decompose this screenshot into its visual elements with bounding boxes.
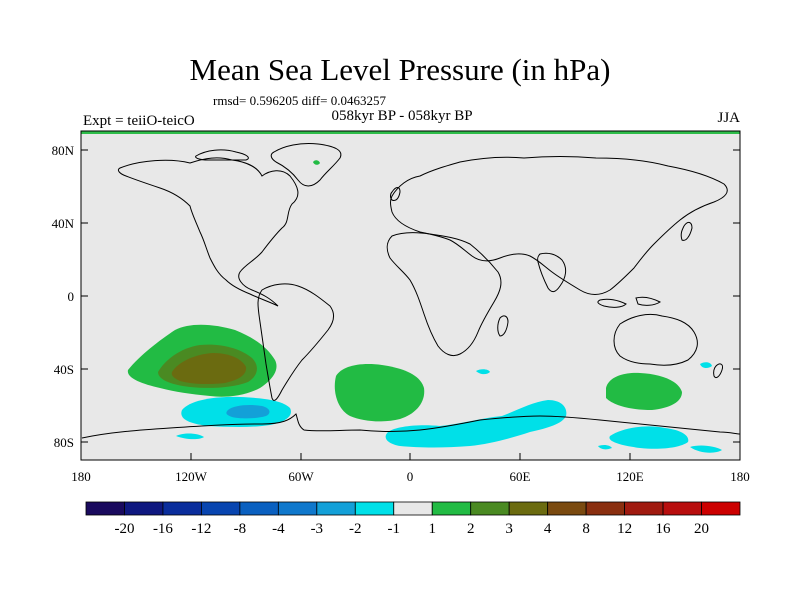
colorbar-box bbox=[431, 501, 472, 516]
anomaly-south-indian-level2 bbox=[606, 372, 682, 410]
colorbar-box bbox=[508, 501, 549, 516]
anomaly-south-atlantic-level2 bbox=[334, 364, 425, 422]
coast-india bbox=[537, 252, 567, 293]
colorbar-box bbox=[316, 501, 356, 516]
colorbar-label: -16 bbox=[153, 521, 173, 537]
colorbar-boxes bbox=[85, 501, 741, 516]
colorbar-box bbox=[354, 501, 395, 516]
coast-indonesia bbox=[597, 296, 661, 308]
colorbar-box bbox=[585, 501, 625, 516]
coast-arctic-islands bbox=[195, 149, 249, 161]
lat-label-80n: 80N bbox=[52, 143, 75, 158]
colorbar-box bbox=[662, 501, 702, 516]
coast-japan bbox=[680, 221, 693, 241]
colorbar-label: 16 bbox=[656, 521, 672, 537]
lat-label-80s: 80S bbox=[54, 435, 74, 450]
lon-label-0: 0 bbox=[407, 469, 414, 484]
coast-south-america bbox=[257, 283, 335, 401]
coast-eurasia bbox=[390, 156, 728, 295]
lon-label-120e: 120E bbox=[616, 469, 644, 484]
colorbar-label: -8 bbox=[234, 521, 247, 537]
chart-title: Mean Sea Level Pressure (in hPa) bbox=[189, 52, 611, 87]
colorbar-box bbox=[162, 501, 202, 516]
anomaly-australian-patch-3 bbox=[598, 444, 612, 450]
colorbar-label: 3 bbox=[505, 521, 513, 537]
colorbar-label: -12 bbox=[191, 521, 211, 537]
colorbar-label: 2 bbox=[467, 521, 475, 537]
colorbar-box bbox=[624, 501, 664, 516]
lon-label-180w: 180 bbox=[71, 469, 91, 484]
colorbar-box bbox=[547, 501, 587, 516]
anomaly-australian-southern-ocean-level-1 bbox=[609, 426, 689, 449]
colorbar-box bbox=[393, 501, 433, 516]
lat-label-0: 0 bbox=[68, 289, 75, 304]
colorbar-label: -1 bbox=[388, 521, 401, 537]
anomaly-australian-patch-1 bbox=[700, 362, 712, 369]
colorbar-label: 12 bbox=[617, 521, 632, 537]
anomaly-south-pacific-edge bbox=[176, 433, 204, 440]
anomaly-australian-patch-2 bbox=[690, 445, 722, 453]
colorbar-labels: -20 -16 -12 -8 -4 -3 -2 -1 1 2 3 4 8 12 16 20 bbox=[114, 521, 709, 537]
lat-label-40s: 40S bbox=[54, 362, 74, 377]
anomaly-indian-southern-ocean-patch bbox=[476, 369, 490, 375]
period-label: 058kyr BP - 058kyr BP bbox=[331, 108, 473, 124]
colorbar-label: -4 bbox=[272, 521, 285, 537]
anomaly-south-pacific-level4 bbox=[171, 353, 247, 385]
anomaly-fields bbox=[127, 160, 722, 453]
colorbar-box bbox=[239, 501, 279, 516]
colorbar-label: -3 bbox=[311, 521, 324, 537]
colorbar-box bbox=[85, 501, 125, 516]
coast-australia bbox=[613, 313, 698, 366]
frame-top-band bbox=[81, 131, 740, 134]
anomaly-greenland-patch bbox=[313, 160, 320, 165]
experiment-label: Expt = teiiO-teicO bbox=[83, 113, 195, 129]
lon-ticks bbox=[80, 453, 741, 460]
colorbar-label: 8 bbox=[582, 521, 590, 537]
coast-greenland bbox=[270, 143, 342, 187]
lon-label-120w: 120W bbox=[175, 469, 208, 484]
coast-antarctica bbox=[81, 413, 740, 439]
coastlines bbox=[81, 143, 740, 439]
anomaly-indian-southern-ocean-level-1 bbox=[385, 400, 567, 448]
lon-label-60e: 60E bbox=[510, 469, 531, 484]
colorbar-box bbox=[277, 501, 318, 516]
coast-new-zealand bbox=[713, 363, 723, 379]
season-label: JJA bbox=[717, 110, 740, 126]
colorbar-label: 4 bbox=[544, 521, 552, 537]
lat-label-40n: 40N bbox=[52, 216, 75, 231]
colorbar-box bbox=[701, 501, 741, 516]
colorbar-label: 1 bbox=[428, 521, 436, 537]
stats-line: rmsd= 0.596205 diff= 0.0463257 bbox=[213, 93, 386, 108]
anomaly-pacific-southern-ocean-level-2 bbox=[226, 405, 270, 419]
colorbar-label: -2 bbox=[349, 521, 362, 537]
lon-label-180e: 180 bbox=[730, 469, 750, 484]
coast-uk bbox=[390, 187, 401, 201]
coast-north-america bbox=[117, 157, 299, 307]
colorbar-label: -20 bbox=[114, 521, 134, 537]
coast-africa bbox=[386, 232, 502, 357]
colorbar-box bbox=[201, 501, 241, 516]
colorbar-box bbox=[470, 501, 510, 516]
lat-ticks bbox=[81, 149, 740, 443]
colorbar-label: 20 bbox=[694, 521, 709, 537]
colorbar-box bbox=[124, 501, 164, 516]
coast-madagascar bbox=[497, 315, 509, 337]
lon-label-60w: 60W bbox=[288, 469, 314, 484]
